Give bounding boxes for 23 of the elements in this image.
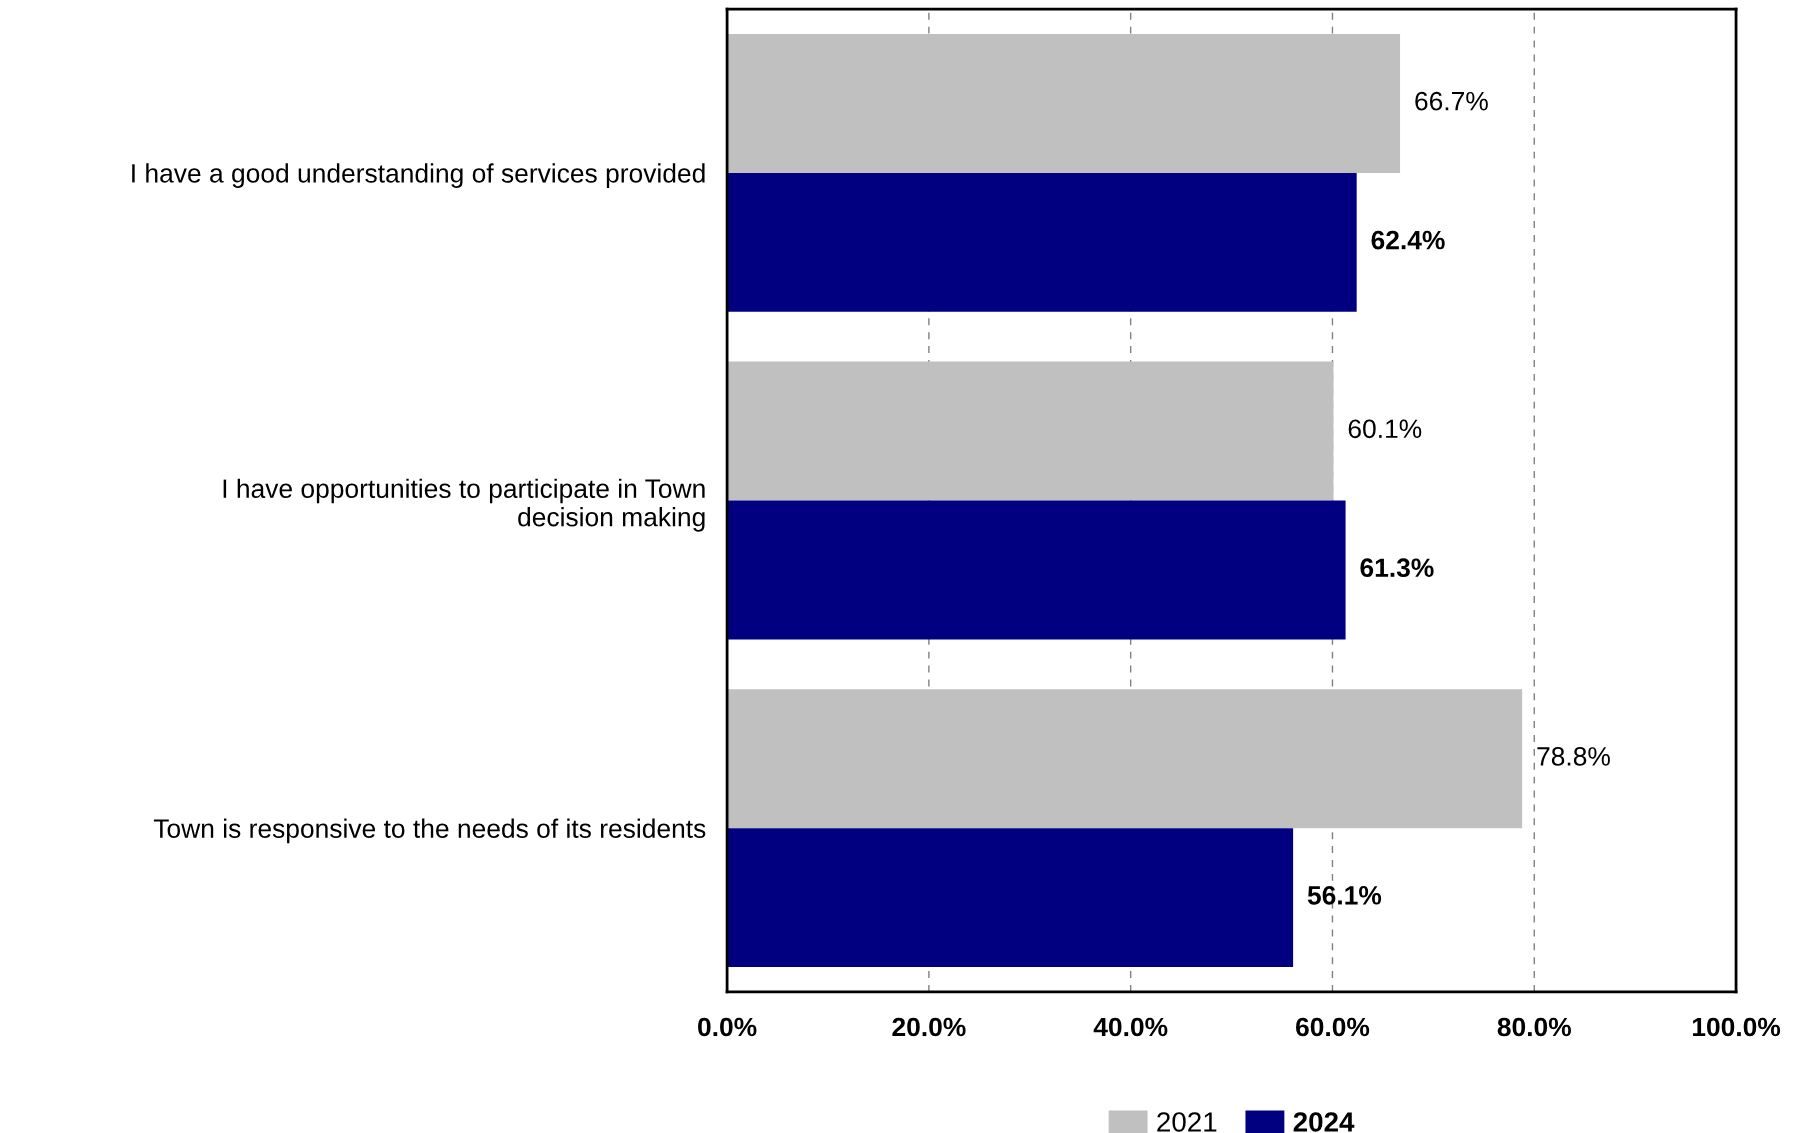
x-tick-label: 60.0% (1296, 1017, 1370, 1037)
bar (727, 33, 1401, 173)
y-tick-label: Town is responsive to the needs of its residents (153, 818, 706, 844)
x-tick-label: 20.0% (892, 1017, 966, 1037)
y-tick-label: I have a good understanding of services provided (132, 163, 705, 188)
data-label: 60.1% (1348, 419, 1422, 439)
bar (727, 172, 1357, 312)
x-tick-label: 80.0% (1497, 1017, 1571, 1037)
data-label: 62.4% (1371, 230, 1445, 250)
data-label: 78.8% (1537, 747, 1610, 766)
bar (727, 361, 1334, 501)
data-label: 56.1% (1307, 885, 1382, 905)
x-tick-label: 40.0% (1093, 1017, 1168, 1037)
bar (727, 500, 1346, 640)
data-label: 66.7% (1415, 91, 1488, 111)
data-label: 61.3% (1360, 558, 1434, 578)
bar (727, 689, 1523, 829)
legend-label: 2021 (1157, 1112, 1217, 1132)
bar (727, 828, 1294, 968)
y-tick-label: I have opportunities to participate in Town decision making (223, 478, 705, 532)
x-tick-label: 0.0% (698, 1017, 757, 1037)
legend-label: 2024 (1293, 1112, 1355, 1132)
x-tick-label: 100.0% (1692, 1017, 1781, 1037)
